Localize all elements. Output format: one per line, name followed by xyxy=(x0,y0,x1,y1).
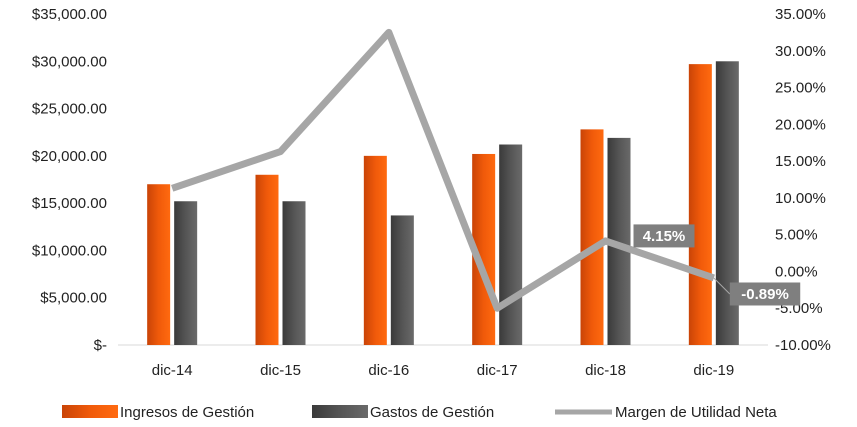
right-tick-label: 25.00% xyxy=(775,80,826,97)
bar-ingresos xyxy=(255,174,279,345)
right-tick-label: 35.00% xyxy=(775,6,826,23)
line-series xyxy=(171,28,715,312)
label-leader xyxy=(713,277,731,295)
left-tick-label: $35,000.00 xyxy=(32,6,107,23)
bar-gastos xyxy=(499,144,523,345)
left-tick-label: $30,000.00 xyxy=(32,53,107,70)
legend-label: Gastos de Gestión xyxy=(370,404,494,421)
x-tick-label: dic-14 xyxy=(152,362,193,379)
left-tick-label: $- xyxy=(94,337,107,354)
data-label: 4.15% xyxy=(643,228,686,245)
data-label-box xyxy=(633,224,695,248)
bar-ingresos xyxy=(147,184,171,345)
x-tick-label: dic-16 xyxy=(368,362,409,379)
legend-label: Ingresos de Gestión xyxy=(120,404,254,421)
left-tick-label: $15,000.00 xyxy=(32,195,107,212)
x-tick-label: dic-15 xyxy=(260,362,301,379)
right-tick-label: 0.00% xyxy=(775,263,818,280)
x-tick-label: dic-18 xyxy=(585,362,626,379)
data-label-box xyxy=(729,282,801,306)
legend-swatch xyxy=(312,405,368,418)
x-tick-label: dic-17 xyxy=(477,362,518,379)
left-tick-label: $5,000.00 xyxy=(40,290,107,307)
right-tick-label: -10.00% xyxy=(775,337,831,354)
data-labels: 4.15% -0.89% xyxy=(633,224,801,306)
left-axis: $- $5,000.00 $10,000.00 $15,000.00 $20,000.0… xyxy=(32,6,107,354)
x-axis-ticks: dic-14 dic-15 dic-16 dic-17 dic-18 dic-19 xyxy=(152,362,735,379)
right-tick-label: 20.00% xyxy=(775,116,826,133)
bar-ingresos xyxy=(688,64,712,345)
bar-ingresos xyxy=(580,129,604,345)
bar-ingresos xyxy=(363,155,387,345)
bar-gastos xyxy=(282,201,306,345)
right-axis: -10.00%-5.00%0.00%5.00%10.00%15.00%20.00… xyxy=(775,6,831,354)
bar-gastos xyxy=(715,61,739,346)
data-label: -0.89% xyxy=(741,286,789,303)
left-tick-label: $10,000.00 xyxy=(32,242,107,259)
left-tick-label: $20,000.00 xyxy=(32,148,107,165)
bar-gastos xyxy=(390,215,414,345)
right-tick-label: 10.00% xyxy=(775,190,826,207)
margen-line xyxy=(171,28,715,312)
right-tick-label: 30.00% xyxy=(775,43,826,60)
legend-label: Margen de Utilidad Neta xyxy=(615,404,777,421)
bars xyxy=(147,61,739,346)
legend: Ingresos de Gestión Gastos de Gestión Marg… xyxy=(62,404,777,421)
bar-gastos xyxy=(607,137,631,345)
legend-swatch xyxy=(62,405,118,418)
right-tick-label: 15.00% xyxy=(775,153,826,170)
left-tick-label: $25,000.00 xyxy=(32,101,107,118)
bar-gastos xyxy=(174,201,198,345)
x-tick-label: dic-19 xyxy=(693,362,734,379)
right-tick-label: 5.00% xyxy=(775,227,818,244)
